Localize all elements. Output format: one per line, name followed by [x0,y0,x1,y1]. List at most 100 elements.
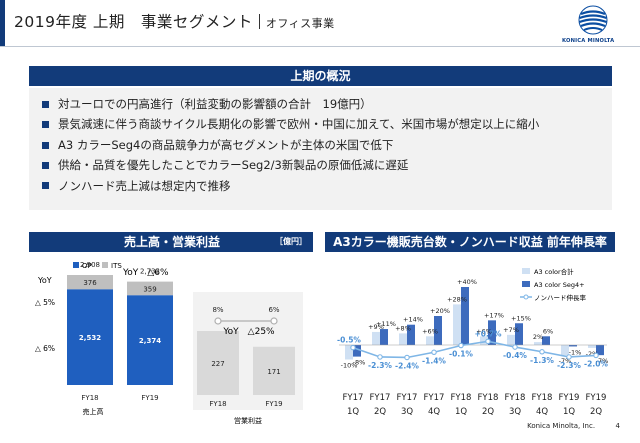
sales-op-bar [127,295,173,385]
op-chart: 227 8% FY18 171 6% FY19 [197,306,295,408]
nonhard-marker [512,344,518,350]
a3-total-label: 2% [533,333,543,341]
op-category-label: FY19 [265,400,282,408]
nonhard-marker [485,338,491,345]
sales-its-bar [67,275,113,290]
a3-seg4-label: -7% [596,357,609,365]
legend-its-swatch [102,262,108,268]
a3-total-bar [399,333,407,345]
x-axis-quarter-label: 2Q [590,407,602,417]
a3-seg4-bar [596,345,604,356]
footer: Konica Minolta, Inc. 4 [527,422,620,430]
a3-seg4-bar [407,324,415,345]
bullet-text: 景気減速に伴う商談サイクル長期化の影響で欧州・中国に加えて、米国市場が想定以上に… [58,117,540,132]
nonhard-label: -2.3% [368,361,392,370]
a3-seg4-bar [488,320,496,345]
page-title-text: 2019年度 上期 事業セグメント [14,13,253,31]
a3-total-bar [588,345,596,348]
op-value: 227 [211,360,224,368]
a3-total-label: -2% [586,350,599,358]
nonhard-marker [593,352,599,359]
x-axis-quarter-label: 2Q [374,407,386,417]
nonhard-marker [539,349,545,355]
sales-caption: 売上高 [83,407,104,416]
sales-op-bar [67,289,113,385]
x-axis-quarter-label: 1Q [455,407,467,417]
nonhard-marker [350,344,356,351]
x-axis-quarter-label: 2Q [482,407,494,417]
x-axis-year-label: FY17 [397,393,418,403]
header-accent [0,0,5,46]
bullet-square-icon [42,100,49,108]
op-value: 171 [267,368,280,376]
a3-total-label: +6% [476,327,492,335]
x-axis-quarter-label: 1Q [563,407,575,417]
unit-label: ［億円］ [275,237,307,246]
nonhard-label: -0.5% [337,336,361,345]
bullet-square-icon [42,161,49,169]
op-caption: 営業利益 [234,416,262,425]
nonhard-label: -0.4% [503,351,527,360]
x-axis-year-label: FY18 [451,393,472,403]
x-axis-quarter-label: 1Q [347,407,359,417]
legend-a3-total-swatch [522,268,530,274]
a3-seg4-bar [434,316,442,345]
legend-op-swatch [73,262,79,268]
a3-total-bar [480,336,488,345]
sales-total-value: 2,908 [80,261,100,269]
a3-seg4-label: +14% [403,316,423,324]
op-bar [253,346,295,395]
nonhard-label: -0.1% [449,350,473,359]
nonhard-label: -2.4% [395,361,419,370]
sales-category-label: FY18 [81,394,98,402]
a3-seg4-label: +11% [376,320,396,328]
x-axis-year-label: FY17 [343,393,364,403]
sales-its-value: 359 [143,285,156,293]
x-axis-year-label: FY19 [559,393,580,403]
konica-minolta-logo-icon [578,5,608,35]
legend-nonhard-label: ノンハード伸長率 [534,293,587,302]
a3-seg4-label: -8% [353,359,366,367]
nonhard-marker [377,354,383,360]
a3-total-label: +28% [447,295,467,303]
a3-seg4-bar [515,323,523,345]
op-category-label: FY18 [209,400,226,408]
a3-seg4-bar [353,345,361,357]
legend-its-label: ITS [111,262,122,270]
legend-nonhard-marker [523,294,529,300]
logo-text: KONICA MINOLTA [562,38,615,44]
a3-seg4-label: +40% [457,278,477,286]
x-axis-quarter-label: 4Q [536,407,548,417]
a3-seg4-label: -1% [569,348,582,356]
a3-total-bar [534,342,542,345]
op-margin-label: 8% [212,306,223,314]
sales-its-bar [127,281,173,296]
a3-seg4-bar [461,287,469,345]
a3-total-bar [426,336,434,345]
a3-total-bar [453,304,461,345]
a3-seg4-bar [542,336,550,345]
nonhard-label: -1.4% [422,356,446,365]
summary-bullets: 対ユーロでの円高進行（利益変動の影響額の合計 19億円） 景気減速に伴う商談サイ… [42,94,539,196]
yoy-total-label: YoY △6% [122,268,169,278]
legend-a3-seg4-swatch [522,281,530,287]
legend-a3-seg4-label: A3 color Seg4+ [534,281,585,289]
a3-total-bar [561,345,569,356]
nonhard-marker [404,354,410,361]
sales-op-chart: OP ITS YoY YoY △6% △ 5% △ 6% 2,532 376 2,9… [35,261,303,425]
bullet-item: A3 カラーSeg4の商品競争力が高セグメントが主体の米国で低下 [42,135,539,155]
a3-seg4-bar [569,345,577,347]
sales-panel-title: 売上高・営業利益 [124,235,221,249]
summary-box [29,88,612,210]
a3-total-bar [372,331,380,345]
bullet-text: 供給・品質を優先したことでカラーSeg2/3新製品の原価低減に遅延 [58,158,409,173]
sales-op-value: 2,532 [79,334,101,342]
summary-heading: 上期の概況 [29,66,612,86]
sales-panel-heading: 売上高・営業利益 ［億円］ [29,232,313,252]
legend-op-label: OP [82,262,92,270]
page-subtitle: オフィス事業 [265,17,335,30]
legend-a3-total-label: A3 color合計 [534,267,574,276]
x-axis-quarter-label: 3Q [401,407,413,417]
op-margin-marker [270,317,278,325]
nonhard-label: -2.0% [584,359,608,368]
